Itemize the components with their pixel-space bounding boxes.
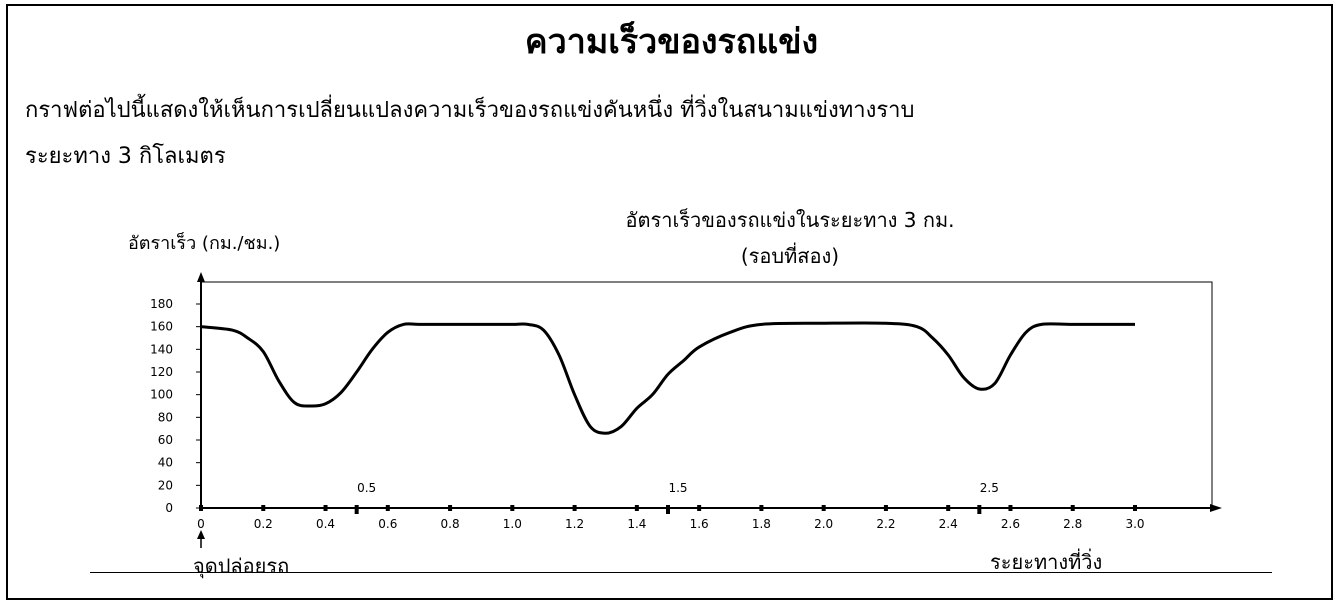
- x-tick-mark: [1070, 505, 1075, 511]
- intro-text-line-2: ระยะทาง 3 กิโลเมตร: [25, 144, 226, 169]
- x-tick-mark: [1133, 505, 1137, 511]
- x-tick-label: 1.0: [503, 517, 522, 531]
- y-axis-label: อัตราเร็ว (กม./ชม.): [128, 233, 281, 254]
- x-tick-mark: [946, 505, 951, 511]
- start-point-label: จุดปล่อยรถ: [193, 554, 290, 578]
- x-axis-label: ระยะทางที่วิ่ง: [990, 550, 1103, 574]
- y-axis-arrow: [197, 272, 205, 282]
- y-tick-label: 100: [150, 388, 173, 402]
- x-axis-arrow: [1210, 504, 1222, 512]
- page-title: ความเร็วของรถแข่ง: [524, 22, 819, 62]
- chart-title-block: อัตราเร็วของรถแข่งในระยะทาง 3 กม. (รอบที…: [520, 202, 1060, 274]
- x-tick-label: 2.2: [876, 517, 895, 531]
- y-tick-label: 80: [158, 410, 173, 424]
- half-km-mark: [354, 505, 359, 514]
- x-tick-label: 1.4: [627, 517, 646, 531]
- y-tick-label: 160: [150, 320, 173, 334]
- x-tick-mark: [1008, 505, 1013, 511]
- y-tick-label: 60: [158, 433, 173, 447]
- speed-series-line: [200, 321, 1135, 435]
- x-tick-mark: [634, 505, 639, 511]
- half-km-label: 2.5: [980, 481, 999, 495]
- x-tick-mark: [759, 505, 764, 511]
- x-tick-mark: [883, 505, 888, 511]
- x-tick-label: 1.6: [690, 517, 709, 531]
- y-tick-label: 140: [150, 342, 173, 356]
- x-tick-label: 0.6: [378, 517, 397, 531]
- y-tick-label: 180: [150, 297, 173, 311]
- half-km-mark: [977, 505, 982, 514]
- x-tick-mark: [821, 505, 826, 511]
- x-tick-label: 2.4: [939, 517, 958, 531]
- half-km-mark: [666, 505, 670, 514]
- intro-text-line-1: กราฟต่อไปนี้แสดงให้เห็นการเปลี่ยนแปลงควา…: [25, 98, 915, 123]
- half-km-label: 0.5: [357, 481, 376, 495]
- chart-subtitle: (รอบที่สอง): [740, 244, 840, 268]
- x-tick-label: 0.4: [316, 517, 335, 531]
- y-tick-label: 40: [158, 456, 173, 470]
- x-tick-mark: [385, 505, 390, 511]
- x-tick-mark: [448, 505, 453, 511]
- x-tick-mark: [510, 505, 515, 511]
- x-tick-mark: [261, 505, 266, 511]
- divider-line: [90, 572, 1272, 573]
- x-tick-mark: [697, 505, 702, 511]
- x-tick-label: 0: [197, 517, 205, 531]
- chart-title: อัตราเร็วของรถแข่งในระยะทาง 3 กม.: [625, 208, 955, 232]
- x-tick-label: 3.0: [1125, 517, 1144, 531]
- y-tick-label: 20: [158, 478, 173, 492]
- x-axis: 0 0.2 0.4 0.6 0.8 1.0 1.2 1.4 1.6 1.8 2.0 2.2 2.4 2.6…: [197, 481, 1222, 548]
- content-frame: ความเร็วของรถแข่ง: [6, 4, 1333, 600]
- x-tick-label: 0.8: [441, 517, 460, 531]
- x-tick-label: 2.6: [1001, 517, 1020, 531]
- x-tick-mark: [199, 505, 203, 511]
- y-tick-label: 120: [150, 365, 173, 379]
- x-tick-label: 2.0: [814, 517, 833, 531]
- plot-frame: [200, 281, 1213, 509]
- y-tick-label: 0: [165, 501, 173, 515]
- series-group: [200, 321, 1135, 435]
- x-tick-label: 1.2: [565, 517, 584, 531]
- x-tick-label: 2.8: [1063, 517, 1082, 531]
- x-tick-label: 1.8: [752, 517, 771, 531]
- x-tick-mark: [572, 505, 577, 511]
- x-tick-mark: [323, 505, 328, 511]
- half-km-label: 1.5: [668, 481, 687, 495]
- x-tick-label: 0.2: [254, 517, 273, 531]
- start-arrow-head: [197, 530, 205, 539]
- y-axis: 0 20 40 60 80 100 120 140 160 180: [150, 272, 205, 515]
